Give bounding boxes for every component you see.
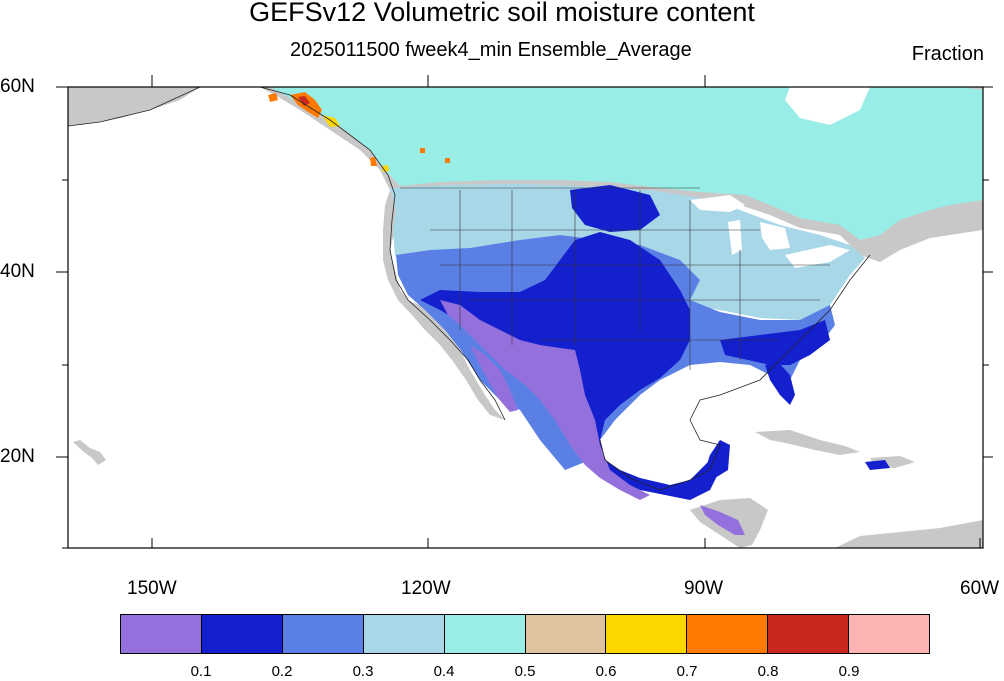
lon-label-150w: 150W: [127, 578, 177, 599]
lon-label-120w: 120W: [401, 578, 451, 599]
colorbar-swatch: [363, 615, 445, 653]
colorbar-label: 0.8: [757, 663, 779, 680]
units-label: Fraction: [911, 43, 984, 65]
lat-label-40n: 40N: [0, 261, 35, 282]
map-layers: [68, 87, 983, 548]
colorbar-swatch: [768, 615, 850, 653]
colorbar-swatch: [687, 615, 769, 653]
lon-label-60w: 60W: [960, 578, 1000, 599]
colorbar-swatch: [121, 615, 202, 653]
chart-subtitle: 2025011500 fweek4_min Ensemble_Average: [290, 39, 692, 61]
region-purple-centralamerica: [700, 505, 745, 535]
colorbar-label: 0.1: [190, 663, 212, 680]
lat-label-60n: 60N: [0, 76, 35, 97]
region-darkblue-caribbean: [865, 460, 890, 470]
colorbar-label: 0.9: [838, 663, 860, 680]
land-nodata-alaska: [68, 87, 200, 126]
region-darkblue-florida: [765, 362, 795, 405]
colorbar: [120, 614, 930, 654]
colorbar-label: 0.5: [514, 663, 536, 680]
water-lake-huron: [760, 222, 790, 250]
plot-frame: [67, 86, 984, 549]
colorbar-swatch: [606, 615, 688, 653]
region-purple-southwest: [440, 300, 650, 500]
lon-label-90w: 90W: [684, 578, 724, 599]
water-hudson-bay: [785, 87, 870, 125]
chart-title: GEFSv12 Volumetric soil moisture content: [249, 0, 755, 27]
colorbar-label: 0.3: [352, 663, 374, 680]
region-purple-baja: [470, 345, 518, 412]
axis-ticks: [56, 75, 993, 549]
colorbar-label: 0.2: [271, 663, 293, 680]
colorbar-swatch: [849, 615, 930, 653]
colorbar-swatch: [444, 615, 526, 653]
state-boundaries: [400, 187, 830, 370]
lat-label-20n: 20N: [0, 446, 35, 467]
region-darkblue-northern-plains: [570, 185, 660, 232]
water-lake-michigan: [728, 220, 742, 255]
water-lake-erie-ontario: [785, 245, 850, 268]
colorbar-label: 0.7: [676, 663, 698, 680]
region-aqua-canada: [270, 87, 983, 240]
land-nodata-hawaii: [73, 440, 106, 465]
colorbar-label: 0.6: [595, 663, 617, 680]
water-lake-superior: [690, 195, 745, 212]
colorbar-label: 0.4: [433, 663, 455, 680]
region-darkblue-yucatan: [705, 440, 730, 478]
coastlines: [68, 87, 871, 491]
colorbar-swatch: [525, 615, 607, 653]
region-darkblue-southeast: [720, 320, 830, 365]
land-nodata-cuba: [755, 430, 860, 455]
colorbar-swatch: [282, 615, 364, 653]
land-nodata-southamerica: [835, 520, 983, 548]
colorbar-swatch: [201, 615, 283, 653]
land-nodata-westcoast: [383, 190, 505, 420]
